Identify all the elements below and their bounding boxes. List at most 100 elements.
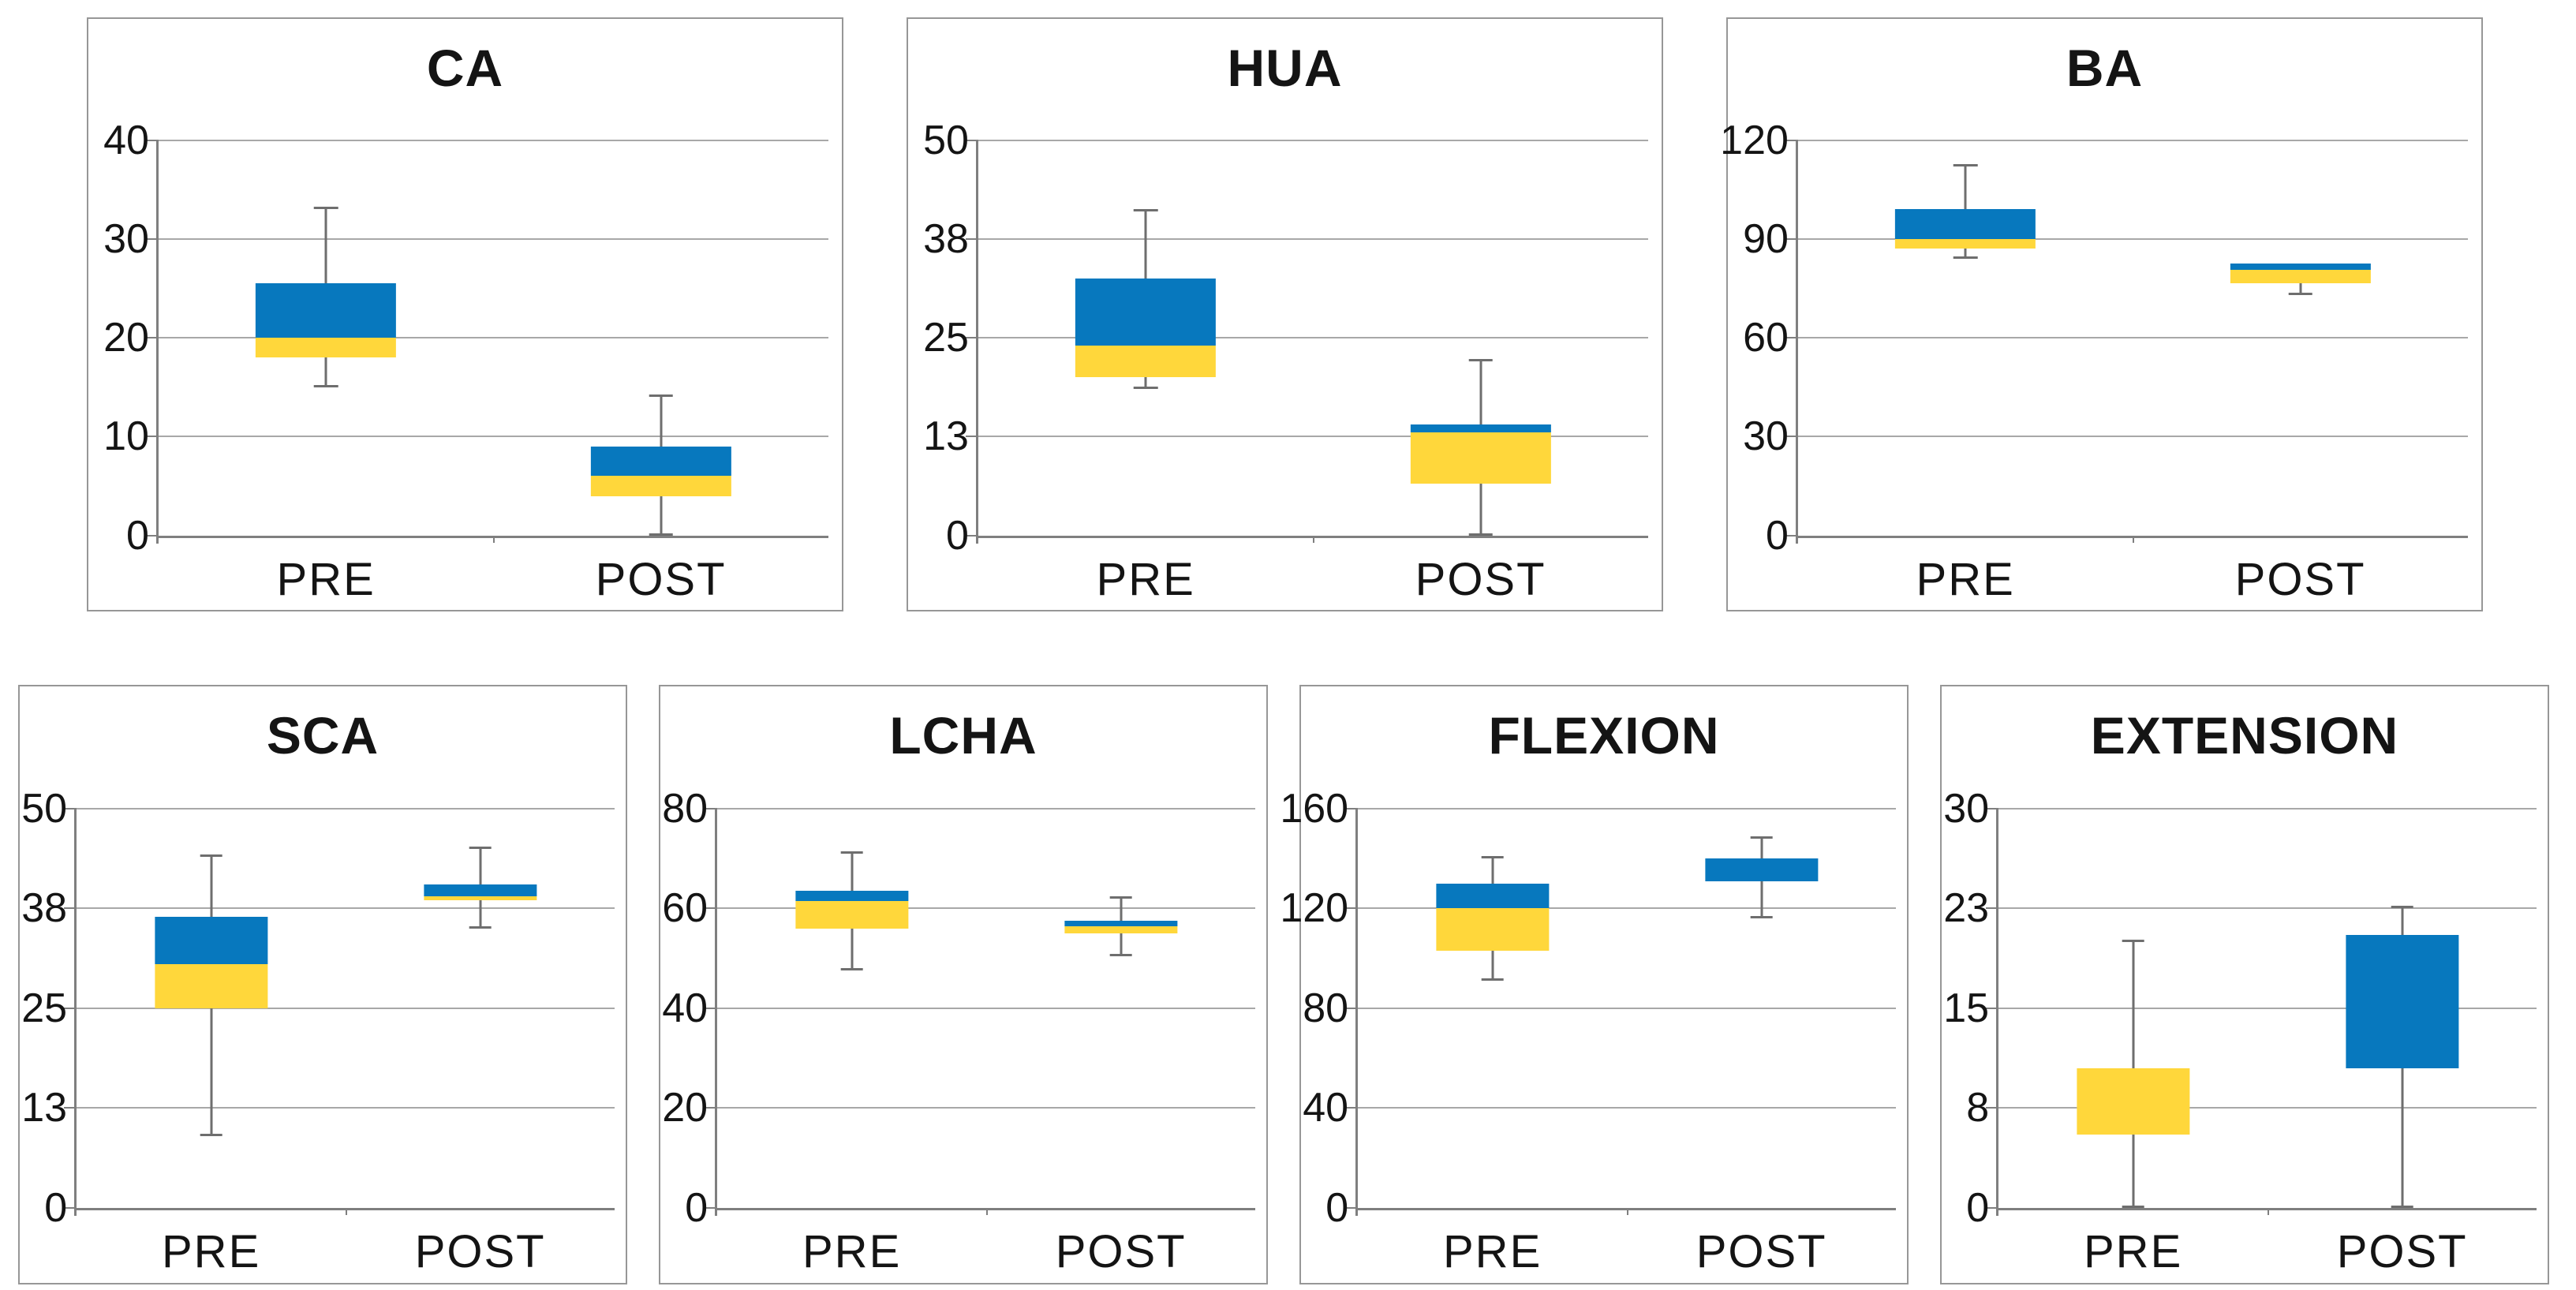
box-upper-segment <box>1705 858 1819 881</box>
category-label: POST <box>1055 1225 1187 1277</box>
whisker-cap-top <box>2391 906 2413 909</box>
category-label: PRE <box>1096 553 1195 605</box>
y-tick-mark <box>1986 807 1999 810</box>
whisker-cap-bottom <box>1953 256 1978 259</box>
y-tick-label: 50 <box>923 117 969 163</box>
chart-title: CA <box>426 38 504 97</box>
gridline <box>1358 1007 1897 1009</box>
gridline <box>158 436 828 438</box>
box-upper-segment <box>155 916 268 965</box>
chart-title: HUA <box>1227 38 1343 97</box>
y-tick-mark <box>705 907 718 910</box>
category-divider-tick <box>986 1207 989 1215</box>
whisker-cap-bottom <box>2288 292 2312 295</box>
box-upper-segment <box>1895 209 2036 239</box>
box-lower-segment <box>2077 1068 2190 1135</box>
y-tick-mark <box>705 1007 718 1009</box>
gridline <box>1797 237 2468 240</box>
category-label: POST <box>2336 1225 2468 1277</box>
y-tick-label: 80 <box>662 785 708 832</box>
gridline <box>158 237 828 240</box>
box-lower-segment <box>256 338 397 358</box>
whisker-cap-top <box>2122 939 2144 942</box>
chart-title: LCHA <box>889 706 1038 765</box>
y-tick-label: 60 <box>662 885 708 932</box>
category-divider-tick <box>493 535 495 543</box>
plot-area: 0 30 60 90 120 PRE POST <box>1720 120 2468 605</box>
plot-area: 0 13 25 38 50 PRE POST <box>21 788 615 1277</box>
y-tick-mark <box>1986 1107 1999 1109</box>
category-divider-tick <box>2133 535 2135 543</box>
box-lower-segment <box>1895 238 2036 249</box>
y-tick-mark <box>1785 436 1798 438</box>
y-tick-label: 90 <box>1743 215 1789 262</box>
y-tick-mark <box>965 139 978 141</box>
y-tick-label: 0 <box>946 512 969 559</box>
chart-sca: SCA 0 13 25 38 50 PRE POST <box>18 685 627 1284</box>
chart-row-bottom: SCA 0 13 25 38 50 PRE POST LCHA 0 20 40 60 80 PRE POST… <box>0 685 2549 1284</box>
y-tick-label: 0 <box>44 1184 68 1231</box>
whisker-cap-bottom <box>2122 1205 2144 1208</box>
gridline <box>1358 807 1897 810</box>
box-upper-segment <box>1436 883 1550 909</box>
chart-title: SCA <box>266 706 379 765</box>
y-tick-label: 13 <box>923 413 969 460</box>
gridline <box>1998 1007 2537 1009</box>
y-tick-label: 0 <box>126 512 149 559</box>
box-lower-segment <box>155 964 268 1008</box>
plot-area: 0 10 20 30 40 PRE POST <box>103 120 828 605</box>
chart-row-top: CA 0 10 20 30 40 PRE POST HUA 0 13 25 38 50 PRE POST B… <box>0 17 2483 611</box>
whisker-cap-bottom <box>1109 953 1132 956</box>
y-tick-mark <box>64 1206 77 1209</box>
whisker-cap-bottom <box>1468 533 1493 536</box>
whisker-cap-top <box>313 207 338 210</box>
y-tick-mark <box>705 807 718 810</box>
gridline <box>77 1007 615 1009</box>
gridline <box>978 237 1648 240</box>
y-tick-mark <box>1986 1206 1999 1209</box>
whisker-cap-bottom <box>840 968 863 971</box>
y-tick-mark <box>965 534 978 537</box>
y-tick-mark <box>145 436 159 438</box>
y-tick-label: 38 <box>923 215 969 262</box>
y-tick-label: 40 <box>662 985 708 1031</box>
y-tick-label: 30 <box>103 215 149 262</box>
box-upper-segment <box>1075 278 1217 346</box>
y-tick-label: 60 <box>1743 315 1789 361</box>
gridline <box>77 907 615 910</box>
chart-hua: HUA 0 13 25 38 50 PRE POST <box>907 17 1663 611</box>
whisker-cap-top <box>1953 163 1978 166</box>
y-tick-label: 0 <box>1766 512 1789 559</box>
y-tick-label: 120 <box>1720 117 1789 163</box>
category-label: POST <box>595 553 727 605</box>
y-tick-mark <box>1785 337 1798 339</box>
gridline <box>717 907 1256 910</box>
y-tick-mark <box>1345 1206 1359 1209</box>
gridline <box>978 139 1648 141</box>
gridline <box>77 807 615 810</box>
box-upper-segment <box>424 884 537 897</box>
y-tick-mark <box>965 237 978 240</box>
y-tick-mark <box>145 139 159 141</box>
category-divider-tick <box>1313 535 1315 543</box>
whisker-cap-top <box>469 846 492 849</box>
chart-title: EXTENSION <box>2090 706 2399 765</box>
whisker-cap-top <box>1468 359 1493 362</box>
gridline <box>717 1107 1256 1109</box>
category-label: POST <box>2234 553 2366 605</box>
y-tick-mark <box>1345 1107 1359 1109</box>
y-tick-label: 38 <box>21 885 68 932</box>
y-tick-label: 30 <box>1943 785 1990 832</box>
gridline <box>717 807 1256 810</box>
y-tick-label: 8 <box>1966 1085 1990 1131</box>
plot-area: 0 8 15 23 30 PRE POST <box>1943 788 2537 1277</box>
whisker-cap-top <box>200 854 222 857</box>
gridline <box>158 139 828 141</box>
y-tick-label: 23 <box>1943 885 1990 932</box>
chart-ba: BA 0 30 60 90 120 PRE POST <box>1720 17 2483 611</box>
box-upper-segment <box>2346 935 2459 1068</box>
y-tick-label: 0 <box>685 1184 708 1231</box>
y-tick-mark <box>705 1107 718 1109</box>
category-label: PRE <box>1916 553 2015 605</box>
box-lower-segment <box>1410 432 1551 484</box>
